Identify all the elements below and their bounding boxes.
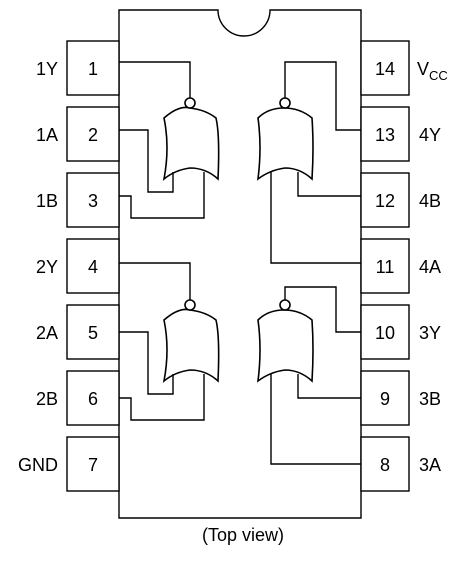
nor-gate-2-body	[162, 308, 220, 384]
pin-13-label: 4Y	[419, 125, 441, 145]
pin-8-label: 3A	[419, 455, 441, 475]
pin-10-box	[360, 304, 410, 360]
pin-8-box	[360, 436, 410, 492]
nor-gate-1-body	[162, 106, 220, 182]
pin-14-label: VCC	[417, 59, 448, 83]
wire-pin11-gate4-in-b	[270, 172, 361, 264]
nor-gate-4	[256, 97, 314, 181]
pin-12-label: 4B	[419, 191, 441, 211]
pin-14-box	[360, 40, 410, 96]
wire-pin1-gate1-out	[119, 61, 191, 98]
pin-9-number: 9	[380, 389, 390, 409]
pin-9-box	[360, 370, 410, 426]
pin-13-box	[360, 106, 410, 162]
pin-6-box	[66, 370, 120, 426]
nor-gate-3-bubble	[279, 299, 291, 311]
pin-5-box	[66, 304, 120, 360]
wire-pin13-gate4-out	[284, 61, 361, 131]
wire-pin8-gate3-in-b	[270, 374, 361, 465]
pin-3-number: 3	[88, 191, 98, 211]
pin-7-box	[66, 436, 120, 492]
pin-12-box	[360, 172, 410, 228]
pin-14-label-sub: CC	[429, 68, 448, 83]
pin-4-box	[66, 238, 120, 294]
pin-1-box	[66, 40, 120, 96]
wire-pin10-gate3-out	[284, 286, 361, 333]
pin-2-label: 1A	[36, 125, 58, 145]
nor-gate-1-bubble	[184, 97, 196, 109]
pin-5-label: 2A	[36, 323, 58, 343]
nor-gate-3	[256, 299, 314, 383]
caption: (Top view)	[202, 525, 284, 545]
pin-6-number: 6	[88, 389, 98, 409]
pin-7-label: GND	[18, 455, 58, 475]
pin-2-number: 2	[88, 125, 98, 145]
nor-gate-4-body	[256, 107, 314, 181]
pin-2-box	[66, 106, 120, 162]
ic-body	[118, 9, 362, 519]
pin-3-box	[66, 172, 120, 228]
nor-gate-2-bubble	[184, 299, 196, 311]
wire-pin6-gate2-in-b	[119, 374, 205, 421]
nor-gate-4-bubble	[279, 97, 291, 109]
pin-4-number: 4	[88, 257, 98, 277]
wire-pin2-gate1-in-a	[119, 129, 174, 193]
pin-10-label: 3Y	[419, 323, 441, 343]
pin-14-number: 14	[375, 59, 395, 79]
pin-5-number: 5	[88, 323, 98, 343]
wire-pin12-gate4-in-a	[297, 172, 361, 197]
pin-1-number: 1	[88, 59, 98, 79]
pin-12-number: 12	[375, 191, 395, 211]
wire-pin5-gate2-in-a	[119, 331, 174, 395]
nor-gate-1	[162, 97, 220, 182]
pin-8-number: 8	[380, 455, 390, 475]
wire-pin3-gate1-in-b	[119, 172, 205, 219]
pin-14-label-base: V	[417, 59, 429, 79]
pin-11-number: 11	[376, 257, 395, 277]
wire-pin9-gate3-in-a	[297, 374, 361, 399]
pin-3-label: 1B	[36, 191, 58, 211]
pin-6-label: 2B	[36, 389, 58, 409]
pin-4-label: 2Y	[36, 257, 58, 277]
pin-13-number: 13	[375, 125, 395, 145]
pin-9-label: 3B	[419, 389, 441, 409]
pin-1-label: 1Y	[36, 59, 58, 79]
pin-10-number: 10	[375, 323, 395, 343]
pin-11-box	[360, 238, 410, 294]
nor-gate-3-body	[256, 309, 314, 383]
wire-pin4-gate2-out	[119, 262, 191, 300]
nor-gate-2	[162, 299, 220, 384]
pin-7-number: 7	[88, 455, 98, 475]
pin-11-label: 4A	[419, 257, 441, 277]
